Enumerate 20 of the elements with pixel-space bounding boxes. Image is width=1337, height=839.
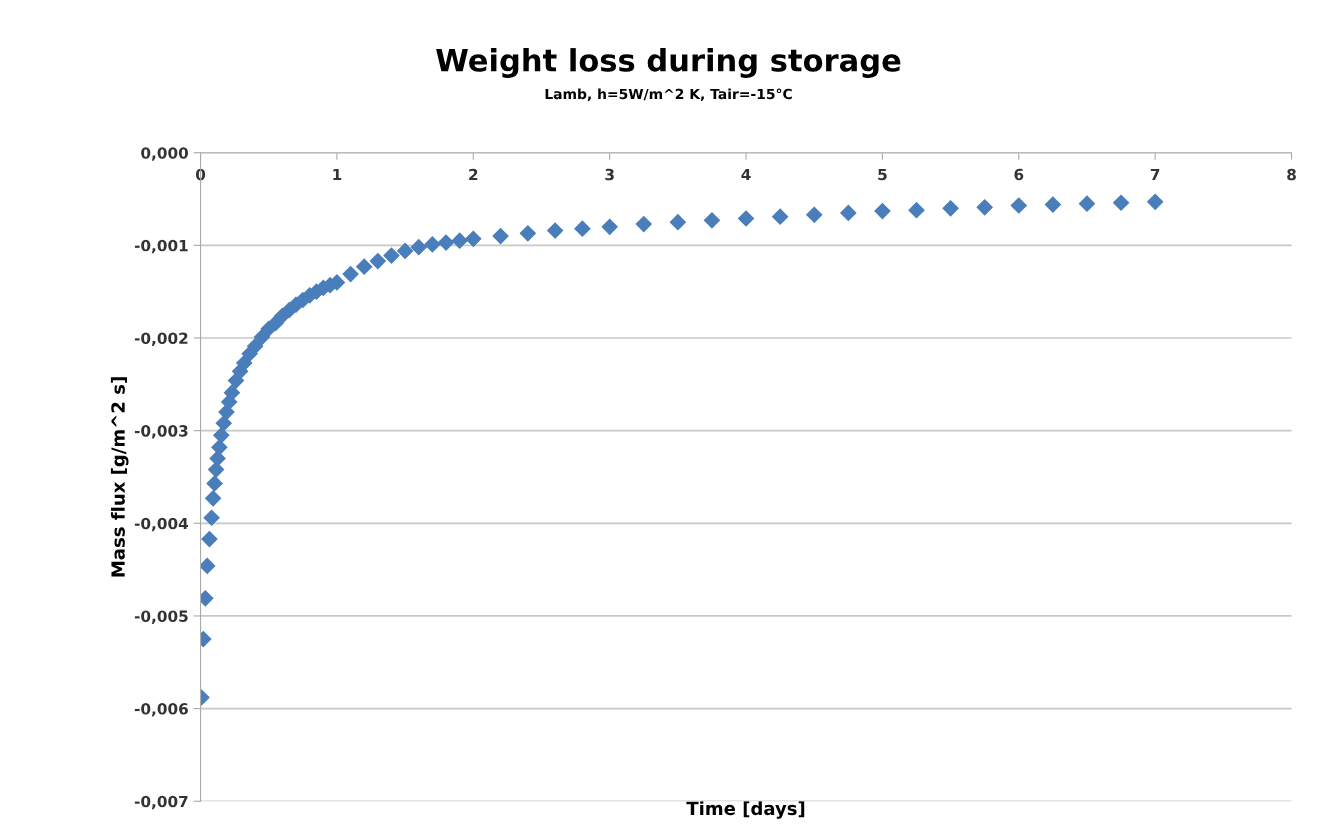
x-tick-label: 7: [1150, 168, 1160, 181]
x-tick-label: 4: [741, 168, 751, 181]
y-tick-label: -0,005: [134, 610, 188, 624]
chart-title: Weight loss during storage: [436, 48, 901, 78]
y-tick-label: -0,006: [134, 703, 188, 717]
y-tick-label: -0,004: [134, 517, 189, 532]
x-tick-label: 3: [605, 168, 614, 181]
x-tick-label: 6: [1014, 168, 1024, 181]
x-tick-label: 1: [333, 168, 342, 181]
y-axis-title: Mass flux [g/m^2 s]: [110, 377, 129, 577]
x-tick-label: 2: [469, 168, 478, 181]
chart-subtitle: Lamb, h=5W/m^2 K, Tair=-15°C: [545, 88, 792, 101]
x-tick-label: 8: [1287, 168, 1296, 181]
y-tick-label: -0,002: [134, 332, 188, 346]
y-tick-label: 0,000: [141, 147, 189, 161]
x-tick-label: 5: [878, 168, 887, 181]
y-tick-label: -0,001: [134, 239, 188, 254]
y-tick-label: -0,007: [134, 795, 188, 810]
x-axis-title: Time [days]: [686, 801, 805, 819]
y-tick-label: -0,003: [134, 425, 188, 439]
